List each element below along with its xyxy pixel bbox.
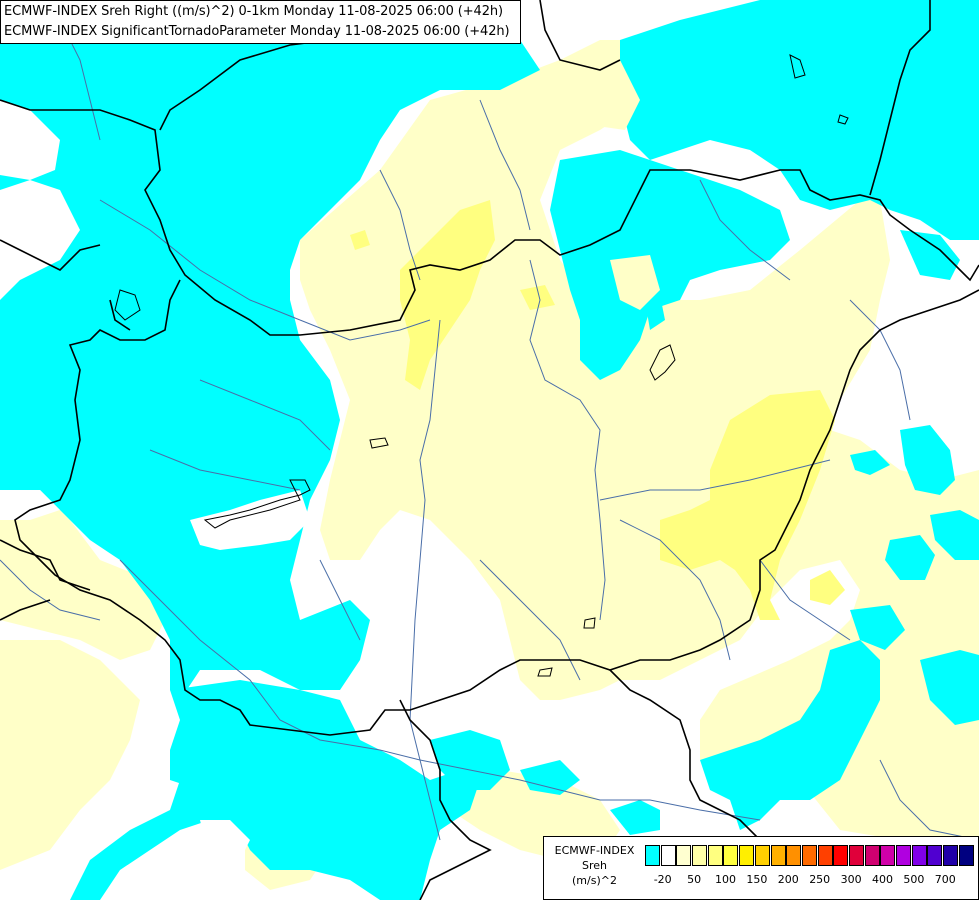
legend-tick-label: 50	[687, 873, 702, 886]
color-legend: ECMWF-INDEX Sreh (m/s)^2 -20 50 100 150 200 2…	[543, 836, 979, 900]
legend-swatch	[817, 845, 833, 866]
legend-swatch	[707, 845, 723, 866]
legend-tick-label: 100	[715, 873, 736, 886]
legend-swatch	[833, 845, 849, 866]
legend-model: ECMWF-INDEX	[554, 844, 635, 857]
title-line-sreh: ECMWF-INDEX Sreh Right ((m/s)^2) 0-1km M…	[4, 4, 504, 19]
legend-tick-label: 200	[777, 873, 799, 886]
legend-swatch	[927, 845, 943, 866]
legend-swatch	[911, 845, 927, 866]
legend-label: ECMWF-INDEX Sreh (m/s)^2	[546, 843, 643, 888]
legend-swatches	[645, 845, 974, 866]
legend-tick-label: -20	[653, 873, 672, 886]
legend-tick-label: 500	[903, 873, 925, 886]
legend-swatch	[645, 845, 660, 866]
legend-swatch	[660, 845, 676, 866]
legend-tick-label: 400	[872, 873, 893, 886]
legend-swatch	[786, 845, 802, 866]
legend-swatch	[754, 845, 770, 866]
lakes	[114, 54, 849, 677]
legend-swatch	[848, 845, 864, 866]
legend-swatch	[958, 845, 974, 866]
legend-swatch	[864, 845, 880, 866]
rivers	[0, 19, 979, 841]
legend-swatch	[770, 845, 786, 866]
legend-unit: (m/s)^2	[572, 874, 617, 887]
legend-tick-label: 700	[934, 873, 956, 886]
legend-tick-label: 300	[840, 873, 862, 886]
legend-swatch	[723, 845, 739, 866]
legend-swatch	[676, 845, 692, 866]
yellow-areas	[350, 200, 845, 620]
legend-swatch	[739, 845, 755, 866]
legend-ticks: -20 50 100 150 200 250 300 400 500 700	[645, 873, 975, 889]
legend-swatch	[801, 845, 817, 866]
legend-swatch	[880, 845, 896, 866]
legend-swatch	[943, 845, 959, 866]
legend-tick-label: 250	[809, 873, 831, 886]
title-line-stp: ECMWF-INDEX SignificantTornadoParameter …	[4, 24, 510, 39]
legend-tick-label: 150	[746, 873, 768, 886]
white-areas	[0, 60, 660, 860]
legend-variable: Sreh	[581, 859, 607, 872]
legend-swatch	[692, 845, 708, 866]
map-title-box: ECMWF-INDEX Sreh Right ((m/s)^2) 0-1km M…	[0, 0, 521, 44]
legend-swatch	[896, 845, 911, 866]
